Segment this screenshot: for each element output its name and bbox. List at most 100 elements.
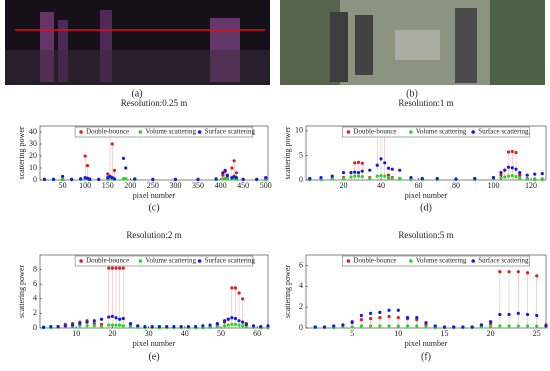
data-point (114, 323, 118, 327)
data-point (375, 174, 379, 178)
data-point (498, 312, 502, 317)
data-point (518, 173, 522, 177)
data-point (518, 171, 522, 175)
x-axis-label: pixel number (405, 191, 448, 200)
data-point (498, 324, 502, 328)
x-tick-label: 200 (124, 181, 136, 190)
x-axis-label: pixel number (405, 339, 448, 348)
legend-label: Volume scattering (145, 257, 196, 265)
data-point (433, 324, 437, 328)
data-point (214, 177, 218, 181)
data-point (99, 317, 104, 321)
y-tick-label: 2 (33, 308, 37, 317)
data-point (124, 166, 128, 170)
y-tick-label: 8 (33, 264, 37, 273)
data-point (230, 322, 234, 326)
data-point (221, 171, 225, 175)
x-tick-label: 50 (217, 329, 225, 338)
data-point (42, 177, 47, 181)
data-point (165, 324, 169, 329)
legend-label: Double-bounce (353, 128, 396, 136)
y-tick-label: 0 (33, 323, 37, 332)
x-tick-label: 25 (533, 329, 541, 338)
x-tick-label: 60 (415, 181, 423, 190)
x-tick-label: 40 (377, 181, 385, 190)
x-tick-label: 100 (488, 181, 500, 190)
data-point (516, 324, 520, 328)
data-point (241, 297, 245, 301)
data-point (88, 177, 92, 181)
y-tick-label: 10 (295, 126, 303, 135)
data-point (56, 324, 60, 329)
data-point (349, 171, 353, 175)
data-point (237, 319, 241, 323)
data-point (390, 176, 394, 181)
data-point (110, 142, 114, 146)
y-tick-label: 6 (299, 260, 303, 269)
y-tick-label: 30 (29, 139, 37, 148)
data-point (525, 324, 530, 328)
data-point (49, 324, 53, 329)
data-point (387, 324, 391, 328)
data-point (221, 173, 225, 177)
data-point (313, 325, 317, 329)
data-point (359, 324, 363, 328)
x-tick-label: 450 (237, 181, 249, 190)
data-point (356, 171, 361, 175)
data-point (114, 266, 118, 270)
data-point (454, 177, 458, 181)
data-point (510, 149, 514, 154)
data-point (378, 324, 382, 328)
data-point (503, 175, 507, 179)
y-tick-label: 4 (299, 281, 303, 290)
x-tick-label: 80 (452, 181, 460, 190)
data-point (107, 266, 111, 270)
data-point (42, 325, 46, 329)
data-point (398, 168, 402, 172)
data-point (110, 314, 114, 318)
y-axis-label: scattering power (17, 265, 26, 318)
data-point (99, 322, 104, 326)
legend-box (74, 126, 254, 138)
data-point (225, 177, 229, 181)
chart-title: Resolution:1 m (398, 98, 453, 108)
y-axis-label: scattering power (283, 126, 292, 179)
data-point (544, 324, 548, 328)
x-tick-label: 150 (102, 181, 114, 190)
data-point (172, 324, 176, 329)
data-point (341, 323, 345, 327)
data-point (479, 323, 483, 327)
data-point (124, 177, 128, 181)
legend-label: Surface scattering (205, 257, 256, 265)
data-point (85, 320, 89, 324)
data-point (489, 325, 493, 329)
data-point (415, 315, 419, 320)
data-point (110, 323, 114, 327)
y-tick-label: 0 (299, 323, 303, 332)
data-point (121, 266, 125, 270)
y-tick-label: 5 (299, 150, 303, 159)
data-point (435, 176, 439, 181)
y-tick-label: 6 (33, 279, 37, 288)
data-point (63, 324, 67, 328)
data-point (244, 324, 248, 329)
data-point (92, 322, 96, 326)
data-point (356, 174, 361, 178)
data-point (540, 172, 544, 176)
x-tick-label: 20 (340, 181, 348, 190)
data-point (332, 324, 336, 328)
y-tick-label: 4 (33, 294, 37, 303)
data-point (128, 322, 133, 326)
data-point (241, 320, 245, 324)
data-point (110, 266, 114, 270)
data-point (349, 175, 353, 179)
data-point (359, 313, 363, 318)
image-caption: (b) (406, 88, 418, 99)
image-caption: (a) (131, 88, 142, 99)
x-tick-label: 20 (108, 329, 116, 338)
data-point (506, 150, 511, 154)
data-point (112, 168, 117, 172)
data-point (319, 175, 323, 180)
data-point (424, 321, 428, 325)
